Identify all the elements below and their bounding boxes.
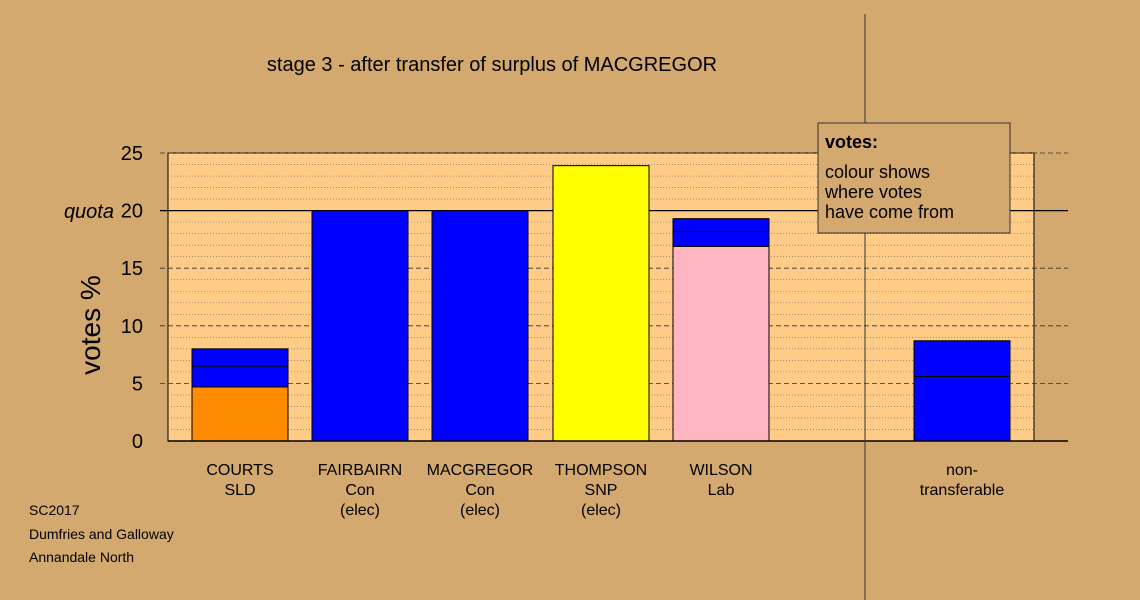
category-label: COURTS [206, 462, 273, 479]
category-label: WILSON [689, 462, 752, 479]
bar-segment [913, 340, 1011, 377]
quota-label: quota [64, 201, 114, 223]
category-label: non- [946, 462, 978, 479]
category-label: SLD [224, 482, 255, 499]
category-label: THOMPSON [555, 462, 647, 479]
category-label: (elec) [340, 502, 380, 519]
bars [191, 165, 1011, 442]
y-tick-label: 5 [132, 373, 143, 395]
legend-box: votes: colour shows where votes have com… [817, 122, 1011, 234]
y-tick-label: 10 [121, 316, 143, 338]
bar-segment [672, 230, 770, 247]
category-label: (elec) [581, 502, 621, 519]
info-line-3: Annandale North [29, 549, 134, 565]
category-label: Con [465, 482, 494, 499]
category-label: MACGREGOR [427, 462, 534, 479]
bar-segment [672, 218, 770, 232]
bar-segment [191, 365, 289, 388]
y-tick-label: 0 [132, 431, 143, 453]
legend-line-1: colour shows [825, 162, 930, 182]
y-tick-label: 15 [121, 258, 143, 280]
info-line-1: SC2017 [29, 502, 80, 518]
y-axis-label: votes % [75, 275, 106, 375]
bar-segment [311, 210, 409, 442]
category-label: transferable [920, 482, 1005, 499]
chart-title: stage 3 - after transfer of surplus of M… [267, 54, 717, 76]
category-label: FAIRBAIRN [318, 462, 402, 479]
legend-heading: votes: [825, 132, 878, 152]
y-tick-label: 25 [121, 143, 143, 165]
bar-segment [431, 210, 529, 442]
bar-segment [552, 165, 650, 442]
y-axis-ticks: 0 5 10 15 20 25 [121, 143, 143, 453]
category-label: Lab [708, 482, 735, 499]
category-label: Con [345, 482, 374, 499]
bar-segment [672, 245, 770, 442]
y-tick-label: 20 [121, 201, 143, 223]
info-line-2: Dumfries and Galloway [29, 526, 174, 542]
legend-line-3: have come from [825, 202, 954, 222]
info-block: SC2017 Dumfries and Galloway Annandale N… [29, 502, 174, 565]
legend-line-2: where votes [824, 182, 922, 202]
category-label: SNP [585, 482, 618, 499]
category-label: (elec) [460, 502, 500, 519]
bar-segment [913, 375, 1011, 442]
bar-segment [191, 386, 289, 442]
category-labels: COURTS SLD FAIRBAIRN Con (elec) MACGREGOR Con (… [206, 462, 1004, 519]
bar-segment [191, 348, 289, 367]
